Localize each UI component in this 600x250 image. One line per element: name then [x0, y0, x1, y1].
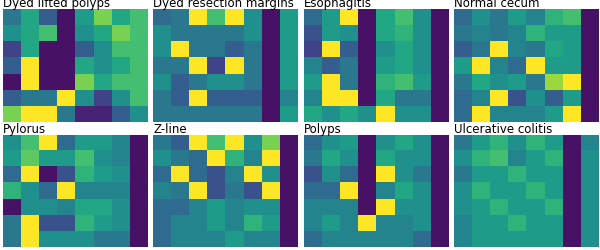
Text: Dyed resection margins: Dyed resection margins — [154, 0, 294, 10]
Text: Dyed lifted polyps: Dyed lifted polyps — [3, 0, 110, 10]
Text: Z-line: Z-line — [154, 122, 187, 136]
Text: Pylorus: Pylorus — [3, 122, 46, 136]
Text: Normal cecum: Normal cecum — [454, 0, 539, 10]
Text: Esophagitis: Esophagitis — [304, 0, 372, 10]
Text: Ulcerative colitis: Ulcerative colitis — [454, 122, 553, 136]
Text: Polyps: Polyps — [304, 122, 341, 136]
